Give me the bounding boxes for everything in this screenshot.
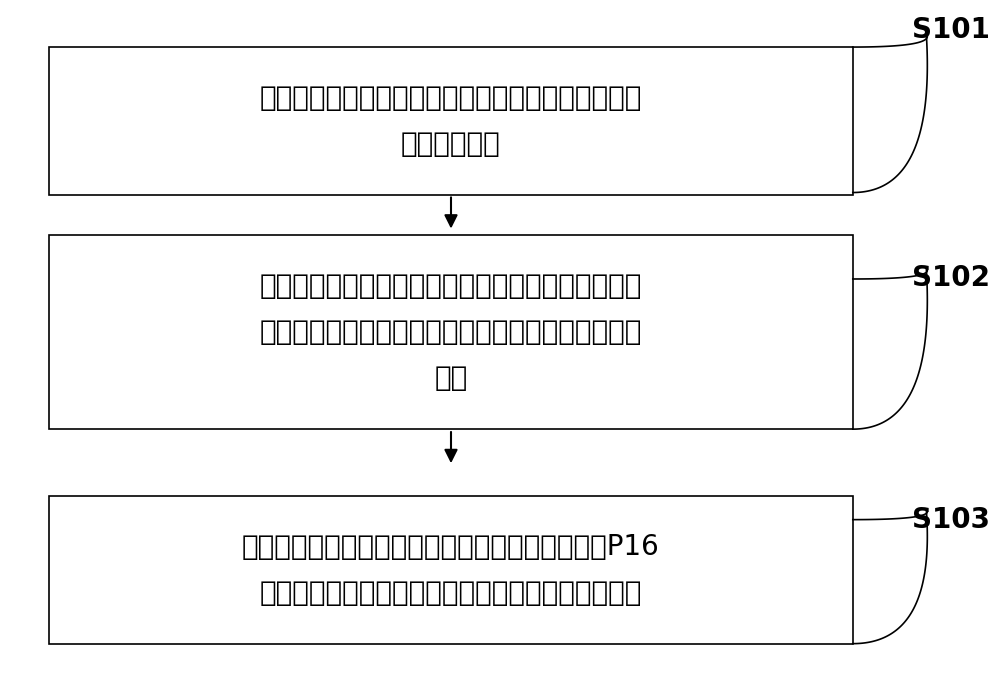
FancyBboxPatch shape (49, 235, 853, 429)
Text: 对全切片数字图像的前景区域进行切分，以将原始P16
染色的全切片数字图像切分为多个宫颈细胞切片图像: 对全切片数字图像的前景区域进行切分，以将原始P16 染色的全切片数字图像切分为多… (242, 533, 660, 607)
Text: S102: S102 (912, 264, 990, 292)
Text: S103: S103 (912, 505, 990, 534)
Text: 对宫颈细胞染色的制片玻片进行全切片扫描，得到全
切片数字图像: 对宫颈细胞染色的制片玻片进行全切片扫描，得到全 切片数字图像 (260, 84, 642, 157)
FancyBboxPatch shape (49, 496, 853, 644)
Text: S101: S101 (912, 16, 989, 44)
Text: 获取全切片数字图像的低分辨率图像，对所述低分辨
率图像进行粗分割预处理，得到图像前景区域和背景
区域: 获取全切片数字图像的低分辨率图像，对所述低分辨 率图像进行粗分割预处理，得到图像… (260, 272, 642, 391)
FancyBboxPatch shape (49, 47, 853, 194)
